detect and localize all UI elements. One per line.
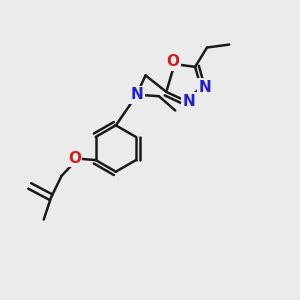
- Text: N: N: [130, 87, 143, 102]
- Text: N: N: [183, 94, 195, 109]
- Text: O: O: [167, 54, 179, 69]
- Text: N: N: [198, 80, 211, 94]
- Text: O: O: [68, 151, 81, 166]
